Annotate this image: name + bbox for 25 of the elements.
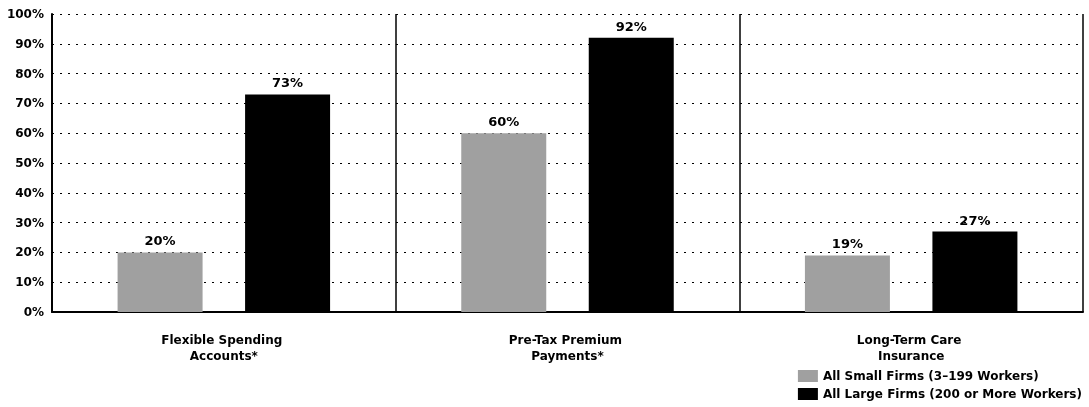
y-tick-label: 20%: [15, 245, 44, 260]
legend-label: All Small Firms (3–199 Workers): [822, 369, 1039, 383]
y-tick-label: 40%: [15, 185, 44, 200]
data-label: 92%: [615, 18, 647, 34]
x-tick-label: Flexible Spending Accounts*: [161, 333, 287, 363]
x-tick-label: Pre-Tax Premium Payments*: [508, 333, 627, 363]
y-tick-label: 50%: [15, 156, 44, 170]
y-tick-label: 10%: [15, 275, 44, 290]
y-tick-label: 80%: [15, 66, 44, 81]
data-label: 19%: [831, 236, 863, 252]
legend-label: All Large Firms (200 or More Workers): [822, 387, 1083, 401]
bar: [461, 133, 547, 312]
x-tick-label: Long-Term Care Insurance: [856, 333, 966, 363]
data-label: 20%: [144, 233, 176, 249]
bar: [117, 252, 203, 312]
y-tick-label: 90%: [15, 36, 44, 51]
y-tick-label: 70%: [15, 96, 44, 111]
y-tick-label: 100%: [6, 7, 44, 21]
y-tick-label: 60%: [15, 126, 44, 141]
data-label: 27%: [959, 212, 991, 228]
bar: [804, 255, 890, 312]
data-label: 60%: [488, 114, 520, 130]
y-tick-label: 30%: [15, 215, 44, 230]
data-label: 73%: [272, 75, 304, 91]
y-tick-label: 0%: [23, 305, 44, 319]
